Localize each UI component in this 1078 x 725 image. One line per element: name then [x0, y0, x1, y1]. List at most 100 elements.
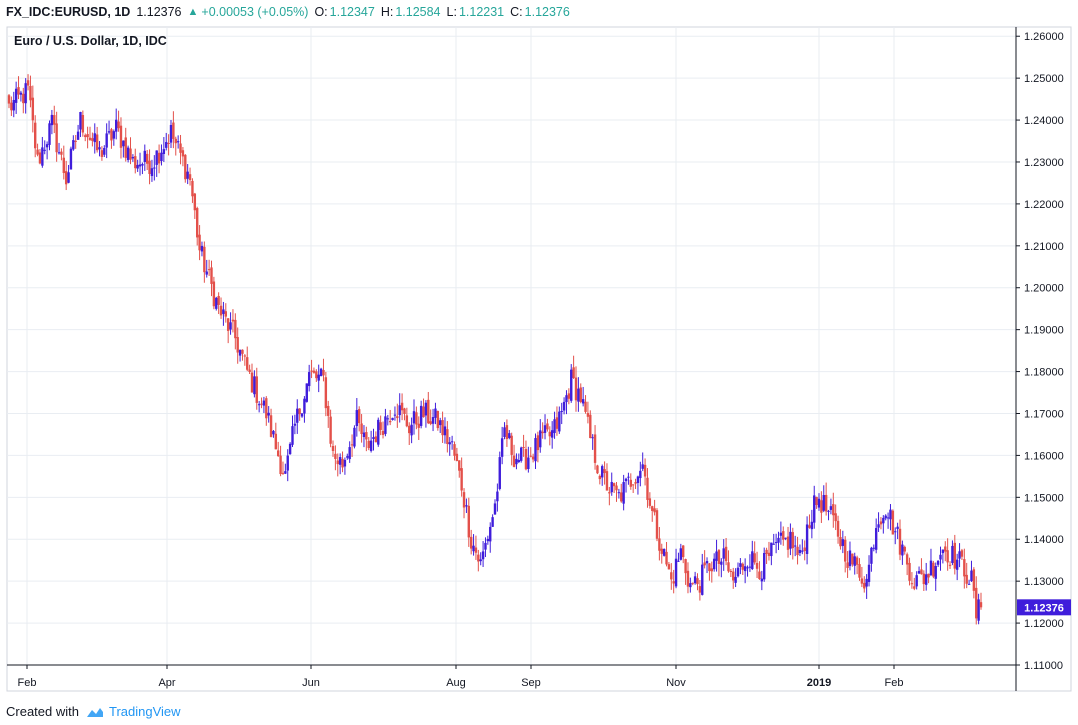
candle — [267, 406, 270, 423]
candle — [417, 416, 420, 440]
candle — [369, 430, 373, 453]
candle — [636, 475, 640, 495]
candle — [29, 75, 32, 108]
candle — [176, 135, 180, 149]
candle — [858, 558, 861, 581]
candle — [884, 514, 887, 521]
candle — [508, 430, 511, 440]
candle — [948, 561, 952, 569]
candle — [55, 111, 58, 162]
candle — [172, 111, 175, 149]
candle — [243, 354, 247, 366]
candle — [348, 441, 351, 463]
candle — [717, 549, 721, 577]
candle — [836, 515, 840, 544]
candle — [441, 411, 444, 443]
price-tick-label: 1.21000 — [1024, 241, 1064, 253]
price-tick-label: 1.11000 — [1024, 660, 1063, 672]
low-label: L: — [446, 5, 457, 19]
chart-title: Euro / U.S. Dollar, 1D, IDC — [14, 34, 167, 48]
candle — [936, 560, 940, 567]
candle — [196, 206, 199, 246]
candle — [134, 148, 137, 174]
candle — [913, 577, 916, 591]
price-axis[interactable]: 1.26000 1.25000 1.24000 1.23000 1.22000 1.210… — [1016, 31, 1064, 672]
last-price-tag-label: 1.12376 — [1024, 602, 1064, 614]
candle — [136, 159, 139, 172]
candle — [720, 558, 723, 578]
candle — [74, 134, 77, 149]
candle — [627, 472, 630, 485]
candle — [110, 127, 113, 149]
candle — [281, 461, 285, 475]
high-label: H: — [380, 5, 394, 19]
candle — [472, 534, 475, 556]
price-tick-label: 1.25000 — [1024, 73, 1064, 85]
candle — [262, 396, 266, 414]
candle — [396, 403, 399, 428]
candle — [517, 453, 521, 464]
candle — [631, 484, 635, 493]
candle — [217, 292, 220, 315]
candle — [889, 504, 892, 531]
footer: Created with TradingView — [6, 704, 181, 719]
candle — [610, 472, 613, 496]
candle — [26, 74, 30, 91]
candle — [391, 417, 394, 421]
candle — [696, 573, 699, 591]
candle — [291, 415, 294, 448]
candle — [436, 410, 440, 431]
candle — [777, 531, 780, 551]
candle — [105, 123, 108, 159]
candle — [250, 363, 254, 393]
candle — [546, 418, 549, 432]
candle — [64, 160, 68, 191]
candle — [496, 483, 499, 512]
candle — [672, 569, 675, 594]
candle — [822, 485, 825, 513]
candle — [360, 414, 363, 443]
candle — [167, 134, 170, 156]
candle — [755, 551, 759, 578]
time-tick-label: Nov — [666, 677, 686, 689]
candle — [910, 572, 914, 589]
candle — [682, 545, 685, 564]
candle — [748, 554, 752, 572]
candle — [639, 461, 642, 487]
candle — [19, 90, 23, 102]
candle — [34, 115, 37, 158]
tradingview-logo[interactable]: TradingView — [85, 704, 181, 719]
close-label: C: — [510, 5, 523, 19]
candle — [269, 408, 273, 438]
price-tick-label: 1.24000 — [1024, 115, 1064, 127]
candle — [284, 463, 287, 475]
candle — [310, 359, 313, 379]
candle — [646, 468, 649, 508]
candle — [863, 576, 866, 593]
candle — [848, 541, 852, 571]
candle — [874, 518, 878, 554]
candle — [91, 132, 94, 147]
candlestick-chart[interactable]: 1.26000 1.25000 1.24000 1.23000 1.22000 1.210… — [0, 0, 1078, 700]
candle — [212, 276, 216, 310]
time-axis[interactable]: Feb Apr Jun Aug Sep Nov 2019 Feb — [18, 665, 904, 689]
candle — [829, 498, 833, 515]
candle — [570, 364, 573, 403]
candle — [767, 541, 771, 561]
candle — [684, 558, 687, 585]
candle — [558, 406, 561, 434]
candle — [724, 537, 728, 566]
candle — [622, 474, 625, 511]
candle — [932, 560, 935, 579]
candle — [315, 369, 318, 382]
candle — [898, 519, 902, 561]
candle — [591, 434, 594, 450]
candle — [615, 481, 618, 502]
candle — [303, 396, 306, 423]
candle — [577, 377, 580, 412]
candle — [701, 553, 704, 596]
candle — [465, 498, 468, 513]
candle — [317, 364, 320, 393]
candle — [224, 303, 227, 323]
candle — [186, 164, 189, 185]
